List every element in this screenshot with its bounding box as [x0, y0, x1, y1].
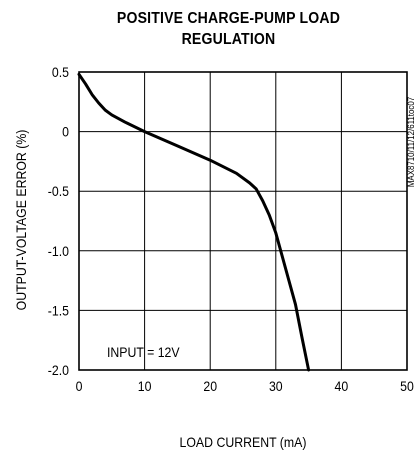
chart-title-line-2: REGULATION [181, 31, 276, 48]
x-tick-label: 40 [335, 378, 349, 394]
y-tick-label: 0 [62, 124, 69, 140]
y-tick-label: -0.5 [48, 183, 69, 199]
y-axis-label: OUTPUT-VOLTAGE ERROR (%) [13, 130, 29, 311]
series-line [77, 72, 311, 372]
axes: 0 10 20 30 40 50 0.5 0 -0.5 -1.0 -1.5 -2.0 [48, 64, 414, 394]
chart-title-line-1: POSITIVE CHARGE-PUMP LOAD [116, 10, 341, 27]
x-tick-label: 50 [400, 378, 414, 394]
y-tick-label: 0.5 [52, 64, 69, 80]
figure-id-label: MAX8710/11/12/611toc07 [406, 97, 417, 188]
x-tick-label: 0 [76, 378, 83, 394]
y-tick-label: -2.0 [48, 362, 69, 378]
grid [79, 72, 407, 370]
x-axis-label: LOAD CURRENT (mA) [180, 434, 307, 450]
y-tick-label: -1.5 [48, 303, 69, 319]
x-tick-label: 30 [269, 378, 283, 394]
plot-frame [78, 71, 408, 371]
series-layer [77, 72, 311, 372]
x-tick-label: 10 [138, 378, 152, 394]
labels: LOAD CURRENT (mA) OUTPUT-VOLTAGE ERROR (… [13, 97, 416, 451]
input-voltage-annotation: INPUT = 12V [107, 344, 180, 360]
y-tick-label: -1.0 [48, 243, 69, 259]
x-tick-label: 20 [203, 378, 217, 394]
